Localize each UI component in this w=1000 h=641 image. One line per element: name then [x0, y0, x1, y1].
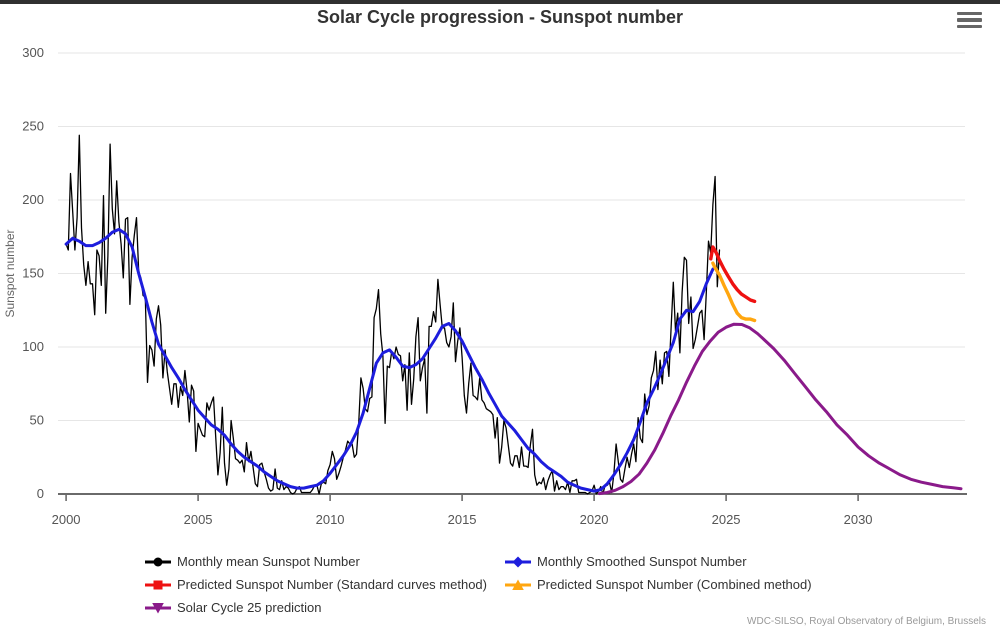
- x-tick-label: 2015: [448, 512, 477, 527]
- diamond-legend-icon: [505, 556, 531, 567]
- legend-item-label: Monthly Smoothed Sunspot Number: [537, 554, 747, 569]
- legend-item-monthly-smoothed[interactable]: Monthly Smoothed Sunspot Number: [505, 550, 855, 573]
- y-tick-label: 200: [22, 192, 44, 207]
- legend-item-label: Predicted Sunspot Number (Combined metho…: [537, 577, 812, 592]
- x-tick-label: 2010: [316, 512, 345, 527]
- y-tick-label: 0: [37, 486, 44, 501]
- y-axis-title: Sunspot number: [3, 229, 17, 317]
- chart-legend: Monthly mean Sunspot Number Monthly Smoot…: [0, 550, 1000, 619]
- x-tick-label: 2030: [844, 512, 873, 527]
- legend-item-label: Monthly mean Sunspot Number: [177, 554, 360, 569]
- hamburger-icon[interactable]: [955, 8, 985, 32]
- legend-item-label: Predicted Sunspot Number (Standard curve…: [177, 577, 487, 592]
- series-line-cycle25-prediction: [597, 322, 963, 496]
- series-line-predicted-standard: [709, 245, 757, 304]
- chart-plot-area: 0 50 100 150 200 250 300 2000 2005 2010 2015 2020 20…: [3, 45, 967, 527]
- x-tick-label: 2020: [580, 512, 609, 527]
- y-tick-label: 50: [30, 413, 44, 428]
- legend-item-predicted-combined[interactable]: Predicted Sunspot Number (Combined metho…: [505, 573, 855, 596]
- series-line-monthly-mean: [65, 134, 721, 495]
- series-line-predicted-combined: [711, 261, 757, 323]
- y-tick-label: 250: [22, 119, 44, 134]
- legend-item-predicted-standard[interactable]: Predicted Sunspot Number (Standard curve…: [145, 573, 505, 596]
- circle-legend-icon: [145, 557, 171, 566]
- y-tick-label: 100: [22, 339, 44, 354]
- x-tick-label: 2005: [184, 512, 213, 527]
- hamburger-bar: [957, 24, 982, 29]
- y-tick-label: 300: [22, 45, 44, 60]
- triangle-down-legend-icon: [145, 602, 171, 613]
- square-legend-icon: [145, 580, 171, 589]
- series-line-monthly-smoothed: [64, 227, 715, 493]
- chart-title: Solar Cycle progression - Sunspot number: [316, 7, 684, 27]
- x-tick-label: 2000: [52, 512, 81, 527]
- x-tick-label: 2025: [712, 512, 741, 527]
- hamburger-bar: [957, 18, 982, 22]
- top-border: [0, 0, 1000, 4]
- legend-item-label: Solar Cycle 25 prediction: [177, 600, 322, 615]
- chart-credits: WDC-SILSO, Royal Observatory of Belgium,…: [747, 616, 986, 627]
- triangle-up-legend-icon: [505, 579, 531, 590]
- legend-item-cycle25-prediction[interactable]: Solar Cycle 25 prediction: [145, 596, 505, 619]
- hamburger-bar: [957, 11, 982, 16]
- legend-item-monthly-mean[interactable]: Monthly mean Sunspot Number: [145, 550, 505, 573]
- y-tick-label: 150: [22, 266, 44, 281]
